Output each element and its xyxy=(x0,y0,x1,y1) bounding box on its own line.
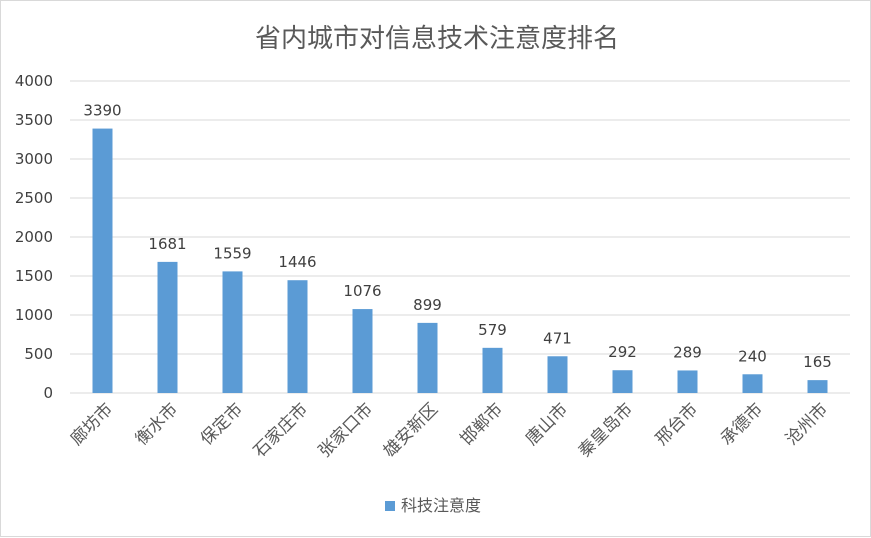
data-label: 1076 xyxy=(343,282,381,300)
data-label: 165 xyxy=(803,353,832,371)
bar xyxy=(222,271,243,393)
bar xyxy=(92,128,113,393)
bar xyxy=(677,370,698,393)
bar xyxy=(417,322,438,393)
bars xyxy=(92,128,828,393)
y-tick-label: 0 xyxy=(43,384,53,402)
x-tick-label: 唐山市 xyxy=(521,399,572,450)
data-label: 1446 xyxy=(278,253,316,271)
data-label: 3390 xyxy=(83,102,121,120)
y-tick-label: 4000 xyxy=(15,72,53,90)
data-label: 240 xyxy=(738,347,767,365)
data-label: 289 xyxy=(673,343,702,361)
y-tick-label: 1500 xyxy=(15,267,53,285)
data-label: 899 xyxy=(413,296,442,314)
data-label: 292 xyxy=(608,343,637,361)
bar xyxy=(482,347,503,393)
bar xyxy=(547,356,568,393)
bar xyxy=(742,374,763,393)
chart-title: 省内城市对信息技术注意度排名 xyxy=(255,24,619,54)
y-tick-label: 1000 xyxy=(15,306,53,324)
legend-label: 科技注意度 xyxy=(401,496,481,515)
y-tick-label: 2500 xyxy=(15,189,53,207)
x-tick-label: 邢台市 xyxy=(652,399,702,449)
x-tick-label: 衡水市 xyxy=(132,399,182,449)
data-label: 579 xyxy=(478,321,507,339)
x-tick-label: 邯郸市 xyxy=(457,399,507,449)
x-tick-label: 张家口市 xyxy=(315,399,377,461)
x-tick-label: 沧州市 xyxy=(782,399,832,449)
legend-swatch xyxy=(385,501,395,511)
x-tick-label: 雄安新区 xyxy=(380,399,442,461)
x-tick-label: 秦皇岛市 xyxy=(575,399,637,461)
bar xyxy=(352,309,373,393)
bar xyxy=(807,380,828,393)
y-tick-label: 3000 xyxy=(15,150,53,168)
y-axis-ticks: 0 500 1000 1500 2000 2500 3000 3500 4000 xyxy=(15,72,53,402)
legend: 科技注意度 xyxy=(385,496,481,515)
y-tick-label: 2000 xyxy=(15,228,53,246)
x-tick-label: 保定市 xyxy=(197,399,247,449)
grid-lines xyxy=(70,80,850,394)
y-tick-label: 500 xyxy=(24,345,53,363)
x-tick-label: 石家庄市 xyxy=(250,399,312,461)
data-label: 471 xyxy=(543,329,572,347)
bar xyxy=(287,280,308,393)
bar xyxy=(612,370,633,393)
x-tick-label: 承德市 xyxy=(717,399,767,449)
x-axis-ticks: 廊坊市 衡水市 保定市 石家庄市 张家口市 雄安新区 邯郸市 唐山市 秦皇岛市 邢台市 承德市 沧州市 xyxy=(67,399,832,462)
y-tick-label: 3500 xyxy=(15,111,53,129)
data-label: 1681 xyxy=(148,235,186,253)
bar xyxy=(157,261,178,393)
data-labels: 3390 1681 1559 1446 1076 899 579 471 292 289 240 16… xyxy=(83,102,831,372)
x-tick-label: 廊坊市 xyxy=(67,399,117,449)
data-label: 1559 xyxy=(213,244,251,262)
